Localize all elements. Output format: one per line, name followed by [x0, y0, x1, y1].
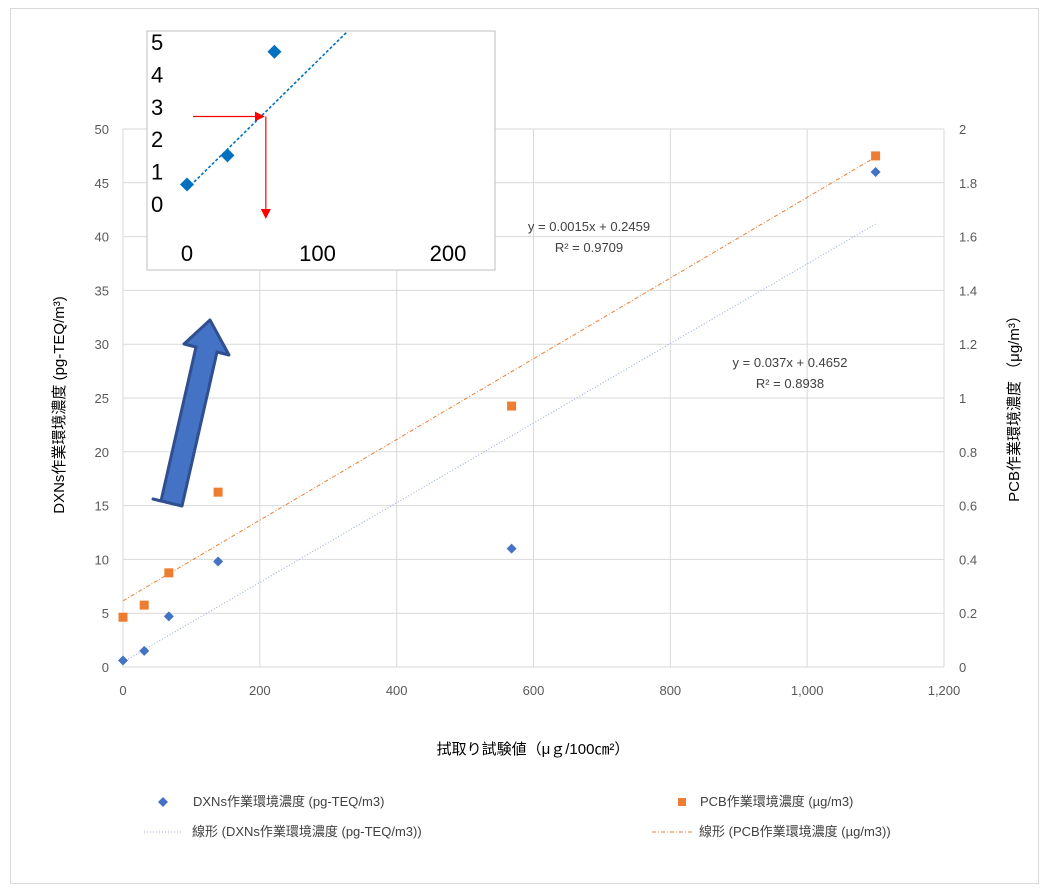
- pcb-data-point: [140, 601, 149, 610]
- y-right-tick-label: 1: [959, 391, 966, 406]
- inset-frame: [147, 31, 495, 270]
- legend-item-pcb: PCB作業環境濃度 (µg/m3): [678, 794, 853, 809]
- dxns-data-point: [139, 646, 149, 656]
- x-tick-label: 200: [249, 683, 271, 698]
- dxns-trendline-r2: R² = 0.8938: [756, 376, 824, 391]
- legend-label-pcb: PCB作業環境濃度 (µg/m3): [700, 794, 853, 809]
- callout-arrow-icon: [153, 320, 229, 506]
- inset-y-tick-label: 1: [151, 160, 163, 185]
- y-left-tick-label: 10: [95, 552, 109, 567]
- legend-label-dxns: DXNs作業環境濃度 (pg-TEQ/m3): [193, 794, 384, 809]
- y-left-tick-label: 40: [95, 230, 109, 245]
- y-left-tick-label: 35: [95, 283, 109, 298]
- pcb-data-point: [164, 568, 173, 577]
- y-right-tick-label: 0: [959, 660, 966, 675]
- dxns-trendline-equation: y = 0.037x + 0.4652: [733, 355, 848, 370]
- legend-label-pcb-trend: 線形 (PCB作業環境濃度 (µg/m3)): [699, 824, 891, 839]
- pcb-trendline-r2: R² = 0.9709: [555, 240, 623, 255]
- y-right-tick-label: 1.8: [959, 176, 977, 191]
- y-left-tick-label: 30: [95, 337, 109, 352]
- square-marker-icon: [678, 798, 686, 806]
- inset-y-tick-label: 5: [151, 30, 163, 55]
- inset-y-tick-label: 2: [151, 127, 163, 152]
- chart-frame: 0 0 5 0.2 10 0.4 15 0.6 20 0.8 25 1 30 1.2 35 1.4 40 1.6 4…: [10, 8, 1039, 884]
- y-right-tick-label: 2: [959, 122, 966, 137]
- y-right-tick-label: 1.6: [959, 230, 977, 245]
- y-right-tick-label: 0.6: [959, 499, 977, 514]
- y-left-tick-label: 15: [95, 499, 109, 514]
- dxns-data-point: [871, 167, 881, 177]
- y-right-tick-label: 0.4: [959, 552, 977, 567]
- pcb-data-point: [507, 402, 516, 411]
- inset-y-tick-label: 4: [151, 62, 163, 87]
- y-left-tick-label: 0: [102, 660, 109, 675]
- y-left-tick-label: 50: [95, 122, 109, 137]
- y-right-tick-label: 0.8: [959, 445, 977, 460]
- legend-label-dxns-trend: 線形 (DXNs作業環境濃度 (pg-TEQ/m3)): [192, 824, 422, 839]
- x-axis-title: 拭取り試験値（μｇ/100㎝²）: [437, 741, 630, 758]
- y-right-tick-label: 1.4: [959, 283, 977, 298]
- pcb-data-point: [871, 151, 880, 160]
- inset-x-tick-label: 100: [299, 241, 336, 266]
- x-tick-label: 600: [523, 683, 545, 698]
- inset-y-tick-label: 3: [151, 95, 163, 120]
- y-left-tick-label: 45: [95, 176, 109, 191]
- x-tick-label: 0: [119, 683, 126, 698]
- chart-svg: 0 05 0.210 0.415 0.620 0.825 130 1.235 1.440 1.64…: [11, 9, 1040, 885]
- legend-item-pcb-trend: 線形 (PCB作業環境濃度 (µg/m3)): [652, 824, 891, 839]
- pcb-data-point: [214, 488, 223, 497]
- dxns-data-point: [213, 557, 223, 567]
- diamond-marker-icon: [158, 797, 168, 807]
- dxns-data-point: [118, 656, 128, 666]
- pcb-trendline-equation: y = 0.0015x + 0.2459: [528, 219, 650, 234]
- pcb-data-point: [119, 613, 128, 622]
- x-tick-label: 400: [386, 683, 408, 698]
- legend: DXNs作業環境濃度 (pg-TEQ/m3) PCB作業環境濃度 (µg/m3)…: [144, 794, 891, 839]
- y-left-tick-label: 25: [95, 391, 109, 406]
- y-axis-left-title: DXNs作業環境濃度 (pg-TEQ/m³): [50, 296, 68, 514]
- x-tick-label: 800: [659, 683, 681, 698]
- dxns-data-point: [507, 544, 517, 554]
- dxns-trendline: [123, 224, 876, 662]
- y-left-tick-label: 5: [102, 606, 109, 621]
- y-right-tick-label: 0.2: [959, 606, 977, 621]
- y-axis-right-title: PCB作業環境濃度 （μg/m³）: [1005, 308, 1023, 502]
- inset-y-tick-label: 0: [151, 192, 163, 217]
- inset-chart: 0 1 2 3 4 5 0 100 200: [147, 30, 495, 270]
- x-tick-label: 1,200: [928, 683, 961, 698]
- inset-x-tick-label: 0: [181, 241, 193, 266]
- legend-item-dxns-trend: 線形 (DXNs作業環境濃度 (pg-TEQ/m3)): [144, 824, 422, 839]
- y-right-tick-label: 1.2: [959, 337, 977, 352]
- x-tick-label: 1,000: [791, 683, 824, 698]
- legend-item-dxns: DXNs作業環境濃度 (pg-TEQ/m3): [158, 794, 384, 809]
- y-left-tick-label: 20: [95, 445, 109, 460]
- inset-x-tick-label: 200: [430, 241, 467, 266]
